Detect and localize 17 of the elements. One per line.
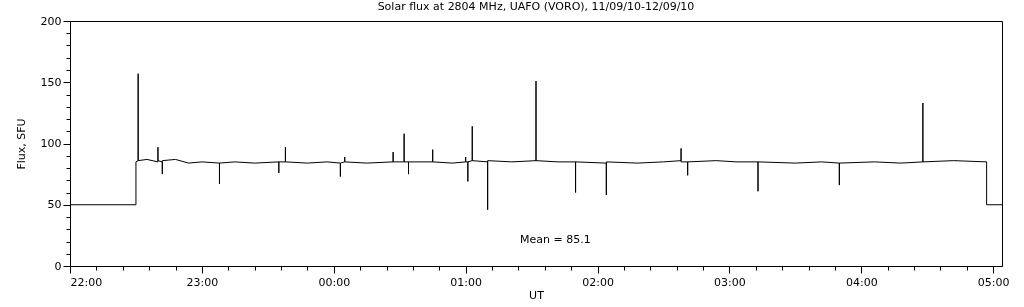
x-tick-label: 03:00 [714, 275, 746, 289]
y-axis-title: Flux, SFU [14, 118, 28, 170]
y-tick-label: 0 [54, 259, 62, 273]
y-tick-label: 150 [40, 75, 62, 89]
y-tick-label: 100 [40, 137, 62, 150]
x-tick-label: 01:00 [450, 275, 483, 289]
x-tick-label: 02:00 [582, 275, 614, 289]
annotation: Mean = 85.1 [520, 233, 591, 246]
chart-title: Solar flux at 2804 MHz, UAFO (VORO), 11/09/10-12/09/10 [377, 0, 695, 13]
x-axis-title: UT [529, 288, 545, 302]
x-tick-label: 04:00 [845, 275, 878, 289]
y-tick-label: 200 [40, 14, 62, 28]
x-tick-label: 05:00 [977, 275, 1010, 289]
x-tick-label: 00:00 [318, 275, 351, 289]
x-tick-label: 23:00 [186, 275, 219, 289]
x-tick-label: 22:00 [70, 275, 103, 289]
y-tick-label: 50 [47, 198, 62, 212]
